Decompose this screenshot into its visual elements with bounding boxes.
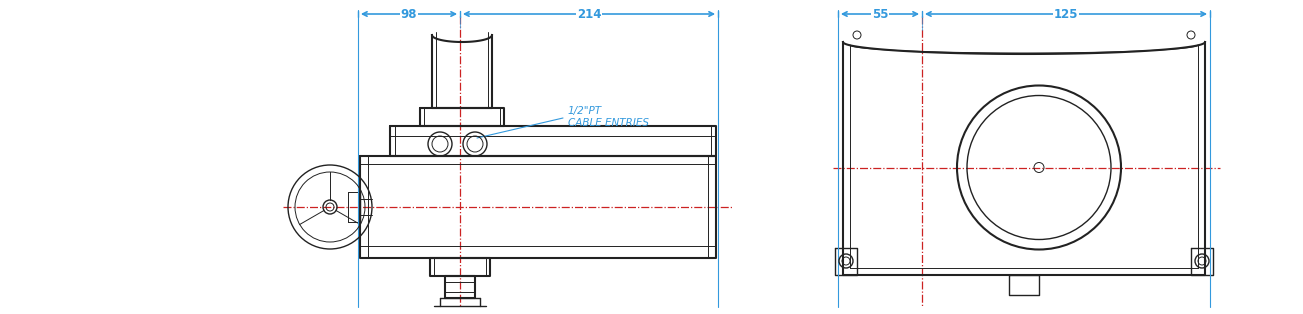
Text: 125: 125 [1054,8,1079,20]
Text: 55: 55 [872,8,889,20]
Text: 1/2"PT: 1/2"PT [568,106,602,116]
Text: 98: 98 [401,8,417,20]
Text: CABLE ENTRIES: CABLE ENTRIES [568,118,649,128]
Text: 214: 214 [577,8,601,20]
